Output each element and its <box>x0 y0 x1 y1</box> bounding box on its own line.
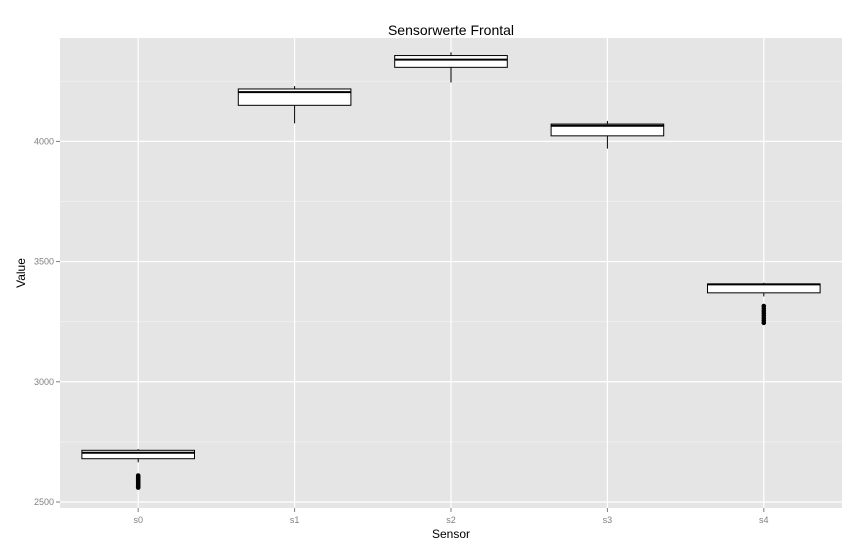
y-tick-label: 2500 <box>34 497 54 507</box>
box-iqr <box>81 449 196 460</box>
box-s0 <box>81 449 196 490</box>
y-tick-label: 4000 <box>34 136 54 146</box>
x-tick-label: s0 <box>133 515 143 525</box>
box-iqr <box>394 55 508 68</box>
y-tick-label: 3500 <box>34 257 54 267</box>
axis-ticks: 2500 3000 3500 4000 s0 s1 s2 s3 s4 <box>34 136 769 525</box>
y-axis-title: Value <box>14 258 28 288</box>
box-s2 <box>394 52 508 83</box>
box-s1 <box>237 86 352 124</box>
outlier-point <box>761 303 767 309</box>
x-tick-label: s3 <box>603 515 613 525</box>
box-iqr <box>550 123 665 137</box>
x-tick-label: s4 <box>759 515 769 525</box>
outlier-point <box>135 473 141 478</box>
box-series <box>81 52 821 490</box>
x-tick-label: s1 <box>290 515 300 525</box>
x-axis-title: Sensor <box>432 527 470 541</box>
y-tick-label: 3000 <box>34 377 54 387</box>
x-tick-label: s2 <box>446 515 456 525</box>
chart-title: Sensorwerte Frontal <box>388 22 514 38</box>
grid-lines <box>60 38 842 508</box>
box-s3 <box>550 120 665 149</box>
box-s4 <box>706 282 821 326</box>
